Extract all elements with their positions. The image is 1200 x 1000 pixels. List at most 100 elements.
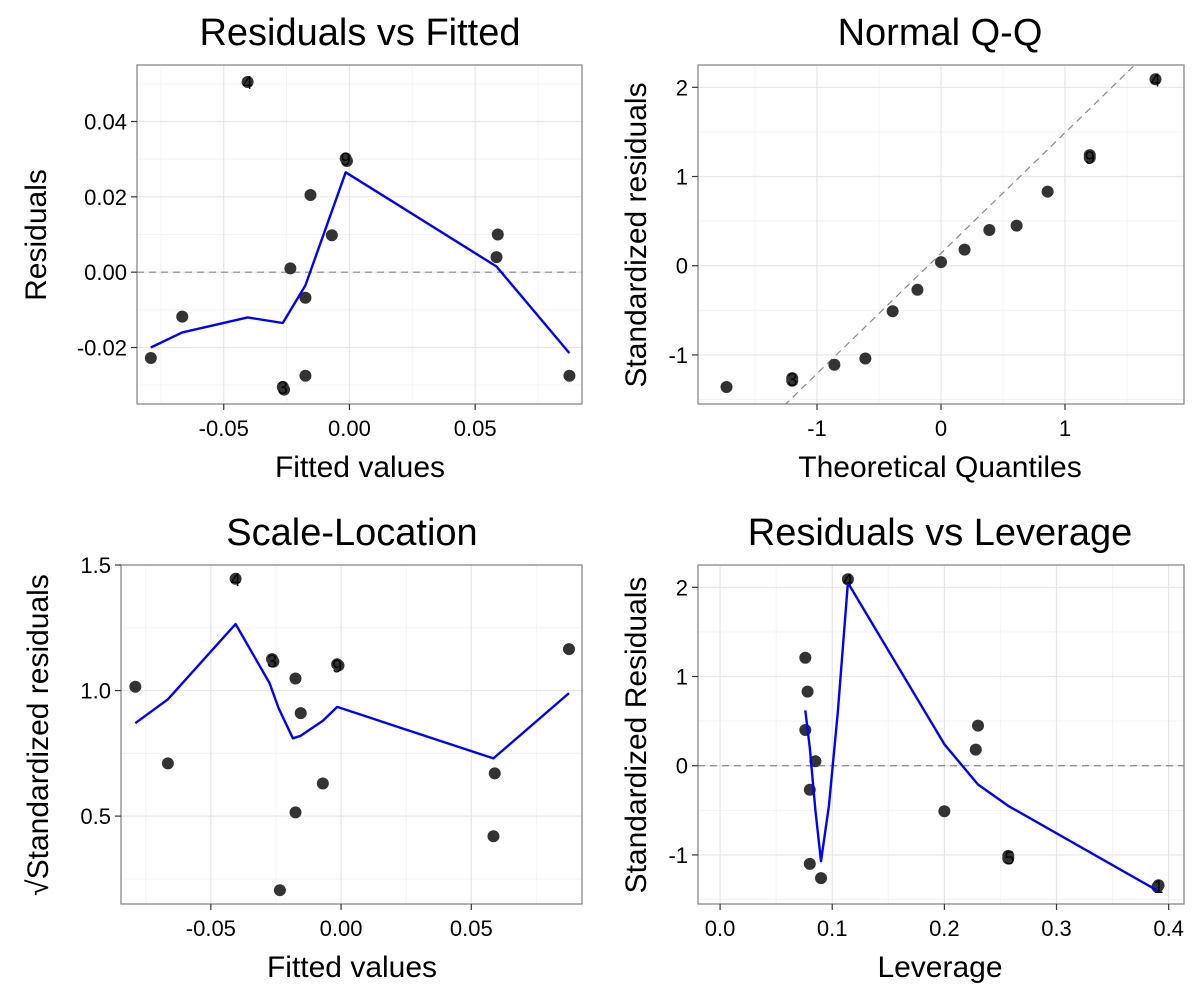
x-tick-label: 0.3 [1041,916,1072,941]
data-point [294,707,307,720]
plot-area-residuals-vs-fitted: 4 3 9 -0.05 0.00 0.05 -0.02 0.00 0.02 0.04 [77,64,583,441]
x-axis-title: Fitted values [267,951,437,984]
data-point [935,256,947,269]
data-point [129,680,142,693]
x-tick-label: -0.05 [186,916,236,941]
data-point [859,352,872,365]
y-tick-label: 1 [676,665,688,690]
x-tick-label: 0.4 [1153,916,1184,941]
point-label: 9 [332,656,342,676]
data-point [304,188,317,201]
data-point [267,655,280,668]
data-point [332,659,345,672]
data-point [161,757,174,770]
data-point [1010,219,1023,232]
plot-frame [697,564,1185,905]
point-label: 4 [843,570,853,590]
point-label: 4 [231,570,241,590]
data-point [241,75,254,88]
x-tick-label: 0.05 [454,416,497,441]
x-tick-label: 0.00 [328,416,371,441]
data-point [938,805,951,818]
data-point [289,672,302,685]
x-tick-label: -1 [807,416,827,441]
plot-marks [720,65,1162,404]
y-tick-label: 1.0 [80,679,111,704]
data-point [799,724,812,737]
panel-scale-location: 4 3 9 -0.05 0.00 0.05 0.5 1.0 1.5 Scale-Location… [22,512,583,984]
x-tick-label: 0.2 [929,916,960,941]
panel-normal-qq: 4 9 3 -1 0 1 -1 0 1 2 Normal Q-Q Theoretical Quan… [620,12,1185,484]
data-point [487,830,500,843]
x-tick-label: 0.05 [450,916,493,941]
y-tick-label: 0.00 [84,260,127,285]
y-axis-title: Standardized Residuals [620,577,653,894]
y-tick-label: 0.04 [84,110,127,135]
data-point [1083,149,1096,162]
smooth-line [804,581,1158,892]
data-point [325,229,338,242]
sqrt-symbol: √ [22,879,55,896]
y-axis-title: Standardized residuals [620,82,653,387]
y-tick-label: 0 [676,754,688,779]
data-point [886,305,899,318]
x-axis-title: Leverage [877,951,1002,984]
point-label: 3 [787,370,797,390]
y-tick-label: 2 [676,75,688,100]
point-label: 9 [341,149,351,169]
y-tick-label: -0.02 [77,336,127,361]
plot-marks [698,573,1184,894]
data-point [278,383,291,396]
data-point [229,572,242,585]
y-tick-label: -1 [668,843,688,868]
plot-area-scale-location: 4 3 9 -0.05 0.00 0.05 0.5 1.0 1.5 [80,553,583,941]
data-point [720,381,733,394]
y-tick-label: -1 [668,343,688,368]
point-label: 4 [243,73,253,93]
data-point [969,743,982,756]
smooth-line [150,171,571,354]
x-tick-label: 0 [935,416,947,441]
plot-frame [120,564,583,905]
point-label: 1 [1154,877,1164,897]
data-point [815,872,828,885]
plot-marks [137,75,582,396]
data-point [841,573,854,586]
data-point [488,767,501,780]
chart-title: Residuals vs Fitted [199,12,520,54]
plot-area-residuals-vs-leverage: 4 5 1 0.0 0.1 0.2 0.3 0.4 -1 0 1 2 [668,564,1185,941]
data-point [144,352,157,365]
x-tick-label: 0.0 [705,916,736,941]
y-tick-label: 0.02 [84,185,127,210]
x-tick-label: 1 [1059,416,1071,441]
y-tick-label: 0 [676,254,688,279]
data-point [299,291,312,304]
data-point [801,685,814,698]
data-point [803,857,816,870]
data-point [1002,849,1015,862]
plot-area-normal-qq: 4 9 3 -1 0 1 -1 0 1 2 [668,64,1185,441]
chart-title: Normal Q-Q [838,12,1043,54]
data-point [1149,73,1162,86]
data-point [972,719,985,732]
data-point [316,777,329,790]
x-tick-label: -0.05 [199,416,249,441]
plot-frame [136,64,583,405]
plot-marks [129,572,575,897]
data-point [299,369,312,382]
x-tick-label: 0.00 [320,916,363,941]
chart-title: Residuals vs Leverage [748,512,1132,554]
y-axis-title: √Standardized residuals [22,574,55,896]
y-tick-label: 1.5 [80,553,111,578]
point-label: 9 [1085,148,1095,168]
data-point [958,243,971,256]
point-label: 3 [267,651,277,671]
data-point [828,358,841,371]
data-point [284,262,297,275]
data-point [799,651,812,664]
data-point [289,806,302,819]
data-point [273,884,286,897]
point-label: 5 [1004,849,1014,869]
data-point [1041,185,1054,198]
